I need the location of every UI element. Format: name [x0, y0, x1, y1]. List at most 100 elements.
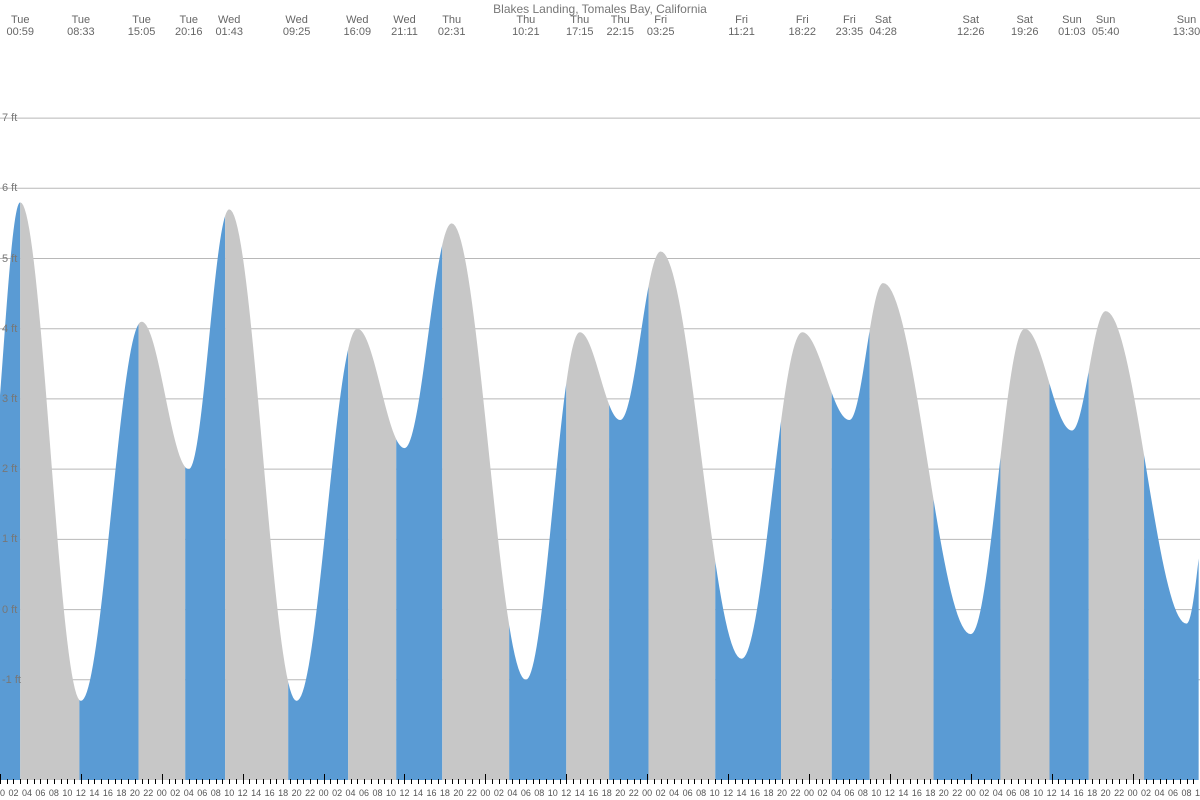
hour-label: 02	[817, 788, 827, 798]
header-label: Wed01:43	[215, 14, 243, 38]
header-label: Wed16:09	[344, 14, 372, 38]
header-labels: on28Tue00:59Tue08:33Tue15:05Tue20:16Wed0…	[0, 14, 1200, 42]
header-label: Sat19:26	[1011, 14, 1039, 38]
hour-label: 14	[89, 788, 99, 798]
hour-label: 18	[764, 788, 774, 798]
hour-label: 10	[548, 788, 558, 798]
hour-label: 00	[1128, 788, 1138, 798]
header-label: Fri03:25	[647, 14, 675, 38]
hour-label: 18	[440, 788, 450, 798]
hour-label: 02	[979, 788, 989, 798]
hour-label: 12	[723, 788, 733, 798]
header-label: Sun05:40	[1092, 14, 1120, 38]
hour-label: 06	[844, 788, 854, 798]
hour-label: 22	[143, 788, 153, 798]
header-label: Thu02:31	[438, 14, 466, 38]
hour-label: 18	[602, 788, 612, 798]
header-label: Tue20:16	[175, 14, 203, 38]
hour-label: 20	[939, 788, 949, 798]
y-tick-label: 3 ft	[2, 393, 17, 405]
hour-label: 02	[494, 788, 504, 798]
hour-label: 16	[103, 788, 113, 798]
hour-label: 08	[534, 788, 544, 798]
hour-label: 22	[305, 788, 315, 798]
hour-label: 06	[521, 788, 531, 798]
hour-label: 06	[1168, 788, 1178, 798]
hour-label: 00	[157, 788, 167, 798]
header-label: Fri11:21	[728, 14, 755, 38]
hour-label: 06	[35, 788, 45, 798]
header-label: Wed21:11	[391, 14, 418, 38]
hour-label: 04	[346, 788, 356, 798]
hour-label: 16	[426, 788, 436, 798]
hour-label: 08	[1020, 788, 1030, 798]
y-tick-label: 1 ft	[2, 533, 17, 545]
hour-label: 16	[912, 788, 922, 798]
hour-label: 16	[588, 788, 598, 798]
hour-label: 00	[0, 788, 5, 798]
hour-label: 08	[1182, 788, 1192, 798]
hour-label: 10	[871, 788, 881, 798]
hour-label: 16	[750, 788, 760, 798]
hour-label: 22	[467, 788, 477, 798]
hour-label: 10	[710, 788, 720, 798]
header-label: Sun13:30	[1173, 14, 1200, 38]
hour-label: 10	[62, 788, 72, 798]
hour-label: 20	[453, 788, 463, 798]
hour-label: 16	[1074, 788, 1084, 798]
hour-label: 02	[332, 788, 342, 798]
hour-label: 06	[359, 788, 369, 798]
hour-axis: 0002040608101214161820220002040608101214…	[0, 774, 1200, 798]
hour-label: 06	[197, 788, 207, 798]
header-label: Tue08:33	[67, 14, 95, 38]
hour-label: 02	[1141, 788, 1151, 798]
hour-label: 04	[1155, 788, 1165, 798]
hour-label: 12	[561, 788, 571, 798]
hour-label: 10	[1033, 788, 1043, 798]
hour-label: 16	[265, 788, 275, 798]
hour-label: 00	[804, 788, 814, 798]
hour-label: 18	[278, 788, 288, 798]
header-label: Thu17:15	[566, 14, 594, 38]
header-label: Fri18:22	[788, 14, 816, 38]
hour-label: 22	[952, 788, 962, 798]
hour-label: 02	[170, 788, 180, 798]
y-tick-label: 5 ft	[2, 253, 17, 265]
hour-label: 20	[292, 788, 302, 798]
hour-label: 18	[116, 788, 126, 798]
hour-label: 06	[1006, 788, 1016, 798]
y-tick-label: 2 ft	[2, 463, 17, 475]
hour-label: 04	[507, 788, 517, 798]
header-label: Tue00:59	[6, 14, 34, 38]
y-tick-label: 0 ft	[2, 604, 17, 616]
hour-label: 08	[49, 788, 59, 798]
hour-label: 04	[831, 788, 841, 798]
hour-label: 22	[629, 788, 639, 798]
tide-chart: -1 ft0 ft1 ft2 ft3 ft4 ft5 ft6 ft7 ft	[0, 40, 1200, 780]
hour-label: 08	[211, 788, 221, 798]
hour-label: 12	[885, 788, 895, 798]
hour-label: 22	[790, 788, 800, 798]
hour-label: 12	[76, 788, 86, 798]
hour-label: 10	[1195, 788, 1200, 798]
hour-label: 04	[993, 788, 1003, 798]
hour-label: 20	[615, 788, 625, 798]
header-label: Fri23:35	[836, 14, 864, 38]
hour-label: 22	[1114, 788, 1124, 798]
header-label: Tue15:05	[128, 14, 156, 38]
hour-label: 12	[238, 788, 248, 798]
header-label: Sat12:26	[957, 14, 985, 38]
header-label: Sun01:03	[1058, 14, 1086, 38]
hour-label: 02	[8, 788, 18, 798]
hour-label: 00	[480, 788, 490, 798]
hour-label: 10	[224, 788, 234, 798]
hour-label: 18	[1087, 788, 1097, 798]
hour-label: 20	[1101, 788, 1111, 798]
hour-label: 14	[251, 788, 261, 798]
hour-label: 14	[575, 788, 585, 798]
header-label: Sat04:28	[869, 14, 897, 38]
y-tick-label: 6 ft	[2, 182, 17, 194]
y-tick-label: 7 ft	[2, 112, 17, 124]
hour-label: 00	[642, 788, 652, 798]
hour-label: 08	[696, 788, 706, 798]
